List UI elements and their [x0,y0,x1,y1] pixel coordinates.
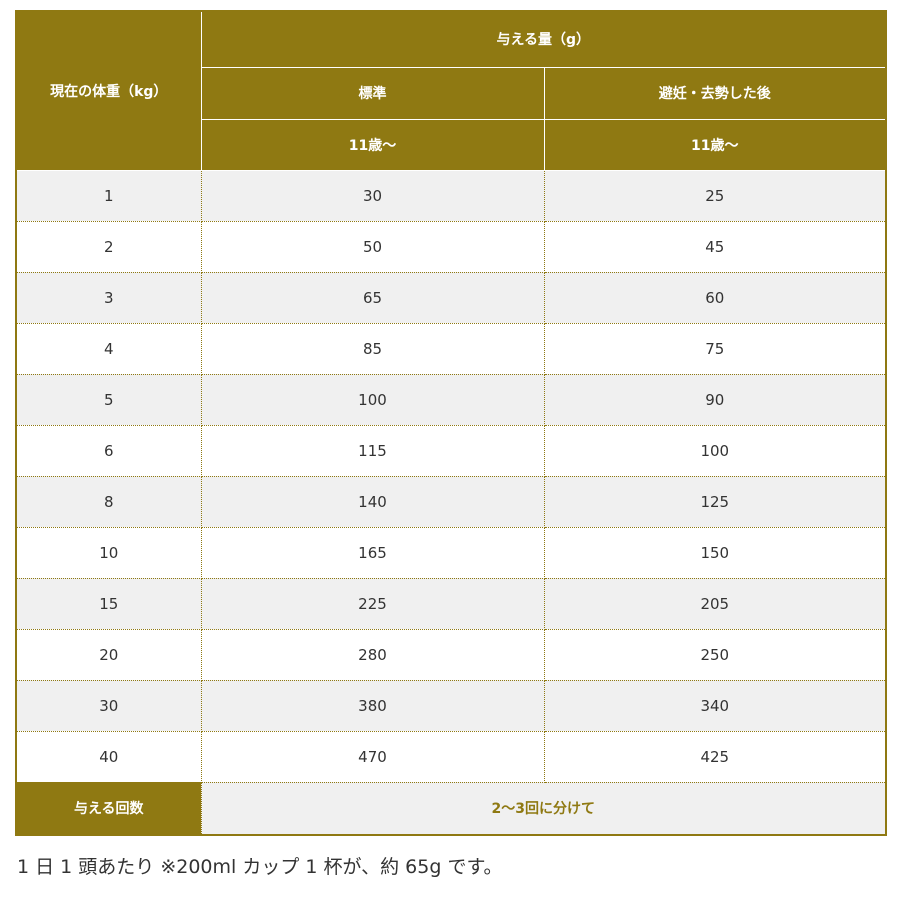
standard-amount-cell: 100 [200,373,545,426]
neutered-amount-cell: 25 [543,169,887,222]
table-row: 15 225 205 [15,577,887,630]
standard-age-header: 11歳〜 [200,118,545,171]
standard-header: 標準 [200,66,545,120]
table-row: 6 115 100 [15,424,887,477]
table-row: 10 165 150 [15,526,887,579]
neutered-amount-cell: 340 [543,679,887,732]
neutered-amount-cell: 90 [543,373,887,426]
neutered-amount-cell: 125 [543,475,887,528]
weight-cell: 1 [15,169,202,222]
feeding-times-value: 2〜3回に分けて [200,781,887,835]
neutered-amount-cell: 150 [543,526,887,579]
weight-cell: 4 [15,322,202,375]
neutered-amount-cell: 100 [543,424,887,477]
neutered-amount-cell: 250 [543,628,887,681]
neutered-amount-cell: 425 [543,730,887,783]
standard-amount-cell: 225 [200,577,545,630]
weight-cell: 8 [15,475,202,528]
neutered-amount-cell: 75 [543,322,887,375]
standard-amount-cell: 380 [200,679,545,732]
weight-cell: 2 [15,220,202,273]
weight-cell: 30 [15,679,202,732]
neutered-age-header: 11歳〜 [543,118,887,171]
weight-cell: 5 [15,373,202,426]
neutered-amount-cell: 60 [543,271,887,324]
standard-amount-cell: 165 [200,526,545,579]
weight-cell: 40 [15,730,202,783]
standard-amount-cell: 470 [200,730,545,783]
neutered-header: 避妊・去勢した後 [543,66,887,120]
standard-amount-cell: 85 [200,322,545,375]
weight-cell: 20 [15,628,202,681]
table-row: 40 470 425 [15,730,887,783]
table-row: 2 50 45 [15,220,887,273]
standard-amount-cell: 65 [200,271,545,324]
standard-amount-cell: 115 [200,424,545,477]
neutered-amount-cell: 45 [543,220,887,273]
table-row: 30 380 340 [15,679,887,732]
table-row: 8 140 125 [15,475,887,528]
standard-amount-cell: 280 [200,628,545,681]
footnote: 1 日 1 頭あたり ※200ml カップ 1 杯が、約 65g です。 [17,856,503,878]
amount-header: 与える量（g） [200,10,887,68]
standard-amount-cell: 140 [200,475,545,528]
neutered-amount-cell: 205 [543,577,887,630]
standard-amount-cell: 30 [200,169,545,222]
table-row: 20 280 250 [15,628,887,681]
weight-cell: 15 [15,577,202,630]
weight-cell: 6 [15,424,202,477]
weight-cell: 3 [15,271,202,324]
feeding-times-label: 与える回数 [16,782,201,835]
table-row: 4 85 75 [15,322,887,375]
weight-header: 現在の体重（kg） [15,10,202,171]
feeding-table: 現在の体重（kg） 与える量（g） 標準 避妊・去勢した後 11歳〜 11歳〜 … [15,10,888,836]
weight-cell: 10 [15,526,202,579]
standard-amount-cell: 50 [200,220,545,273]
table-row: 3 65 60 [15,271,887,324]
table-row: 1 30 25 [15,169,887,222]
table-row: 5 100 90 [15,373,887,426]
